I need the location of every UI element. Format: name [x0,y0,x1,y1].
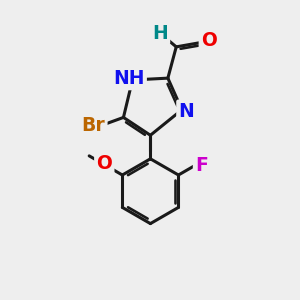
Text: O: O [96,154,112,173]
Text: H: H [152,24,168,43]
Text: NH: NH [113,69,145,88]
Text: N: N [178,102,194,121]
Text: O: O [201,31,217,50]
Text: Br: Br [82,116,105,136]
Text: F: F [195,156,208,175]
